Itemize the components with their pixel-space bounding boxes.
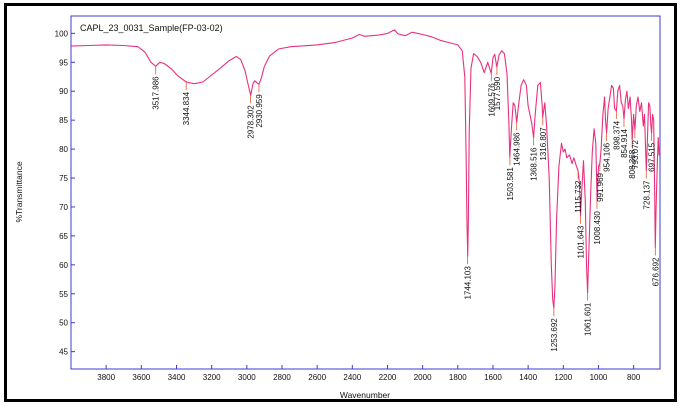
chart-frame [4,3,677,402]
peak-label: 1368.516 [530,147,539,181]
x-tick-label: 2200 [379,373,397,382]
chart-title: CAPL_23_0031_Sample(FP-03-02) [80,23,223,33]
peak-label: 1744.103 [464,266,473,300]
spectrum-trace [70,29,661,309]
peak-label: 1577.590 [493,76,502,110]
x-tick-label: 800 [627,373,641,382]
peak-label: 954.106 [603,142,612,171]
y-tick-label: 100 [55,29,69,38]
y-tick-label: 90 [59,87,68,96]
x-tick-label: 3400 [168,373,186,382]
peak-label: 2978.302 [247,105,256,139]
y-tick-label: 80 [59,145,68,154]
x-tick-label: 2600 [308,373,326,382]
peak-annotations: 3517.986 3344.834 2978.302 2930.959 1744.103… [152,66,660,352]
peak-label: 808.368 [628,149,637,178]
y-tick-label: 95 [59,58,68,67]
x-tick-label: 1600 [484,373,502,382]
x-tick-label: 1000 [590,373,608,382]
peak-label: 2930.959 [255,94,264,128]
x-tick-label: 1800 [449,373,467,382]
y-tick-label: 50 [59,319,68,328]
peak-label: 1115.732 [574,180,583,213]
series-line [70,29,661,309]
y-tick-label: 60 [59,261,68,270]
x-tick-label: 2800 [273,373,291,382]
y-tick-label: 70 [59,203,68,212]
peak-label: 676.692 [651,257,660,286]
x-axis-label: Wavenumber [340,390,390,400]
peak-label: 1061.601 [584,302,593,336]
peak-label: 1008.430 [593,211,602,245]
x-tick-label: 3200 [203,373,221,382]
y-tick-label: 75 [59,174,68,183]
peak-label: 1316.807 [539,127,548,161]
peak-label: 1503.581 [506,167,515,201]
x-tick-label: 3000 [238,373,256,382]
y-axis: 45 50 55 60 65 70 75 80 85 90 95 100 [55,29,75,357]
peak-label: 898.374 [612,120,621,149]
peak-label: 1101.643 [577,225,586,258]
x-tick-label: 1200 [554,373,572,382]
x-axis: 3800 3600 3400 3200 3000 2800 2600 2400 2200 2000… [97,365,641,382]
x-tick-label: 2000 [414,373,432,382]
peak-label: 793.072 [631,139,640,168]
x-tick-label: 1400 [519,373,537,382]
y-tick-label: 65 [59,232,68,241]
peak-label: 3517.986 [152,76,161,110]
peak-label: 697.515 [648,142,657,171]
y-tick-label: 55 [59,290,68,299]
peak-label: 1253.692 [550,318,559,352]
y-axis-label: %Transmittance [14,161,24,222]
y-tick-label: 85 [59,116,68,125]
x-tick-label: 3600 [132,373,150,382]
peak-label: 728.137 [642,180,651,209]
x-tick-label: 2400 [343,373,361,382]
peak-label: 854.914 [620,128,629,157]
peak-label: 1464.986 [513,132,522,166]
peak-label: 1609.576 [487,83,496,117]
peak-label: 991.969 [596,172,605,201]
x-tick-label: 3800 [97,373,115,382]
peak-label: 3344.834 [182,91,191,125]
plot-border [70,15,661,370]
y-tick-label: 45 [59,348,68,357]
